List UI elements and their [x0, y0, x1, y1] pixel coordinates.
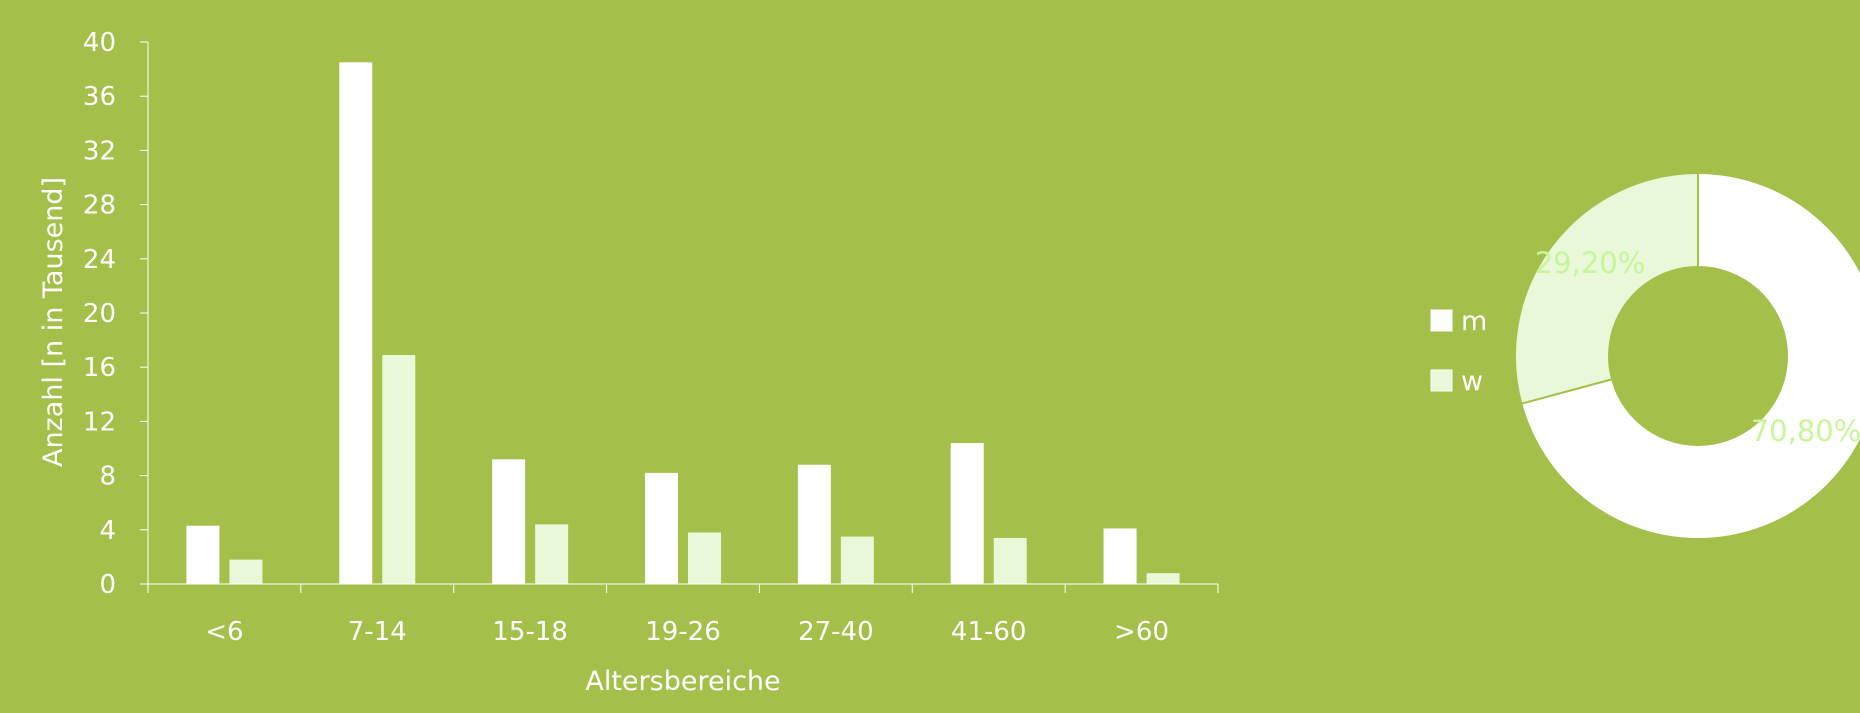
y-axis: 0 4 8 12 16 20 24 28 32 36 40 — [83, 28, 149, 600]
x-tick-label: <6 — [205, 617, 243, 647]
bar-w — [535, 524, 569, 584]
donut-data-label: 29,20% — [1535, 246, 1646, 280]
x-axis-title: Altersbereiche — [585, 666, 780, 697]
y-tick-label: 28 — [83, 191, 116, 221]
bar-m — [492, 459, 526, 584]
legend-label: w — [1461, 366, 1483, 397]
legend-swatch-w — [1430, 369, 1453, 392]
legend: mw — [1430, 306, 1487, 397]
y-axis-title: Anzahl [n in Tausend] — [38, 177, 69, 467]
donut-slice-m — [1520, 171, 1860, 540]
y-tick-label: 20 — [83, 299, 116, 329]
bar-w — [993, 537, 1027, 584]
y-tick-label: 8 — [99, 462, 116, 492]
bar-w — [382, 355, 416, 584]
legend-label: m — [1461, 306, 1487, 337]
bar-w — [840, 536, 874, 584]
donut-slices — [1514, 171, 1860, 540]
x-tick-label: 7-14 — [348, 617, 407, 647]
bar-w — [688, 532, 721, 584]
y-tick-label: 16 — [83, 353, 116, 383]
y-tick-label: 24 — [83, 245, 116, 275]
y-tick-label: 0 — [99, 570, 116, 600]
y-tick-label: 12 — [83, 407, 116, 437]
y-tick-label: 4 — [99, 516, 116, 546]
x-axis: <6 7-14 15-18 19-26 27-40 41-60 >60 — [147, 583, 1219, 647]
donut-labels: 70,80% 29,20% — [1535, 246, 1860, 448]
bar-m — [339, 62, 373, 584]
bar-m — [645, 472, 678, 584]
bar-w — [229, 559, 263, 584]
x-tick-label: 19-26 — [645, 617, 721, 647]
x-tick-label: >60 — [1114, 617, 1169, 647]
bar-m — [797, 464, 831, 584]
legend-swatch-m — [1430, 309, 1453, 332]
y-tick-label: 32 — [83, 136, 116, 166]
bar-m — [186, 525, 220, 584]
bar-chart: 0 4 8 12 16 20 24 28 32 36 40 <6 7-14 15-18 19-26 27-4… — [38, 28, 1219, 697]
donut-data-label: 70,80% — [1751, 414, 1860, 448]
donut-chart: mw 70,80% 29,20% — [1430, 171, 1860, 540]
x-tick-label: 27-40 — [798, 617, 874, 647]
donut-slice-w — [1514, 171, 1699, 405]
y-tick-label: 36 — [83, 82, 116, 112]
x-tick-label: 41-60 — [951, 617, 1027, 647]
bars-group — [186, 62, 1180, 584]
bar-m — [950, 443, 984, 584]
bar-m — [1103, 528, 1137, 584]
y-tick-label: 40 — [83, 28, 116, 58]
bar-w — [1146, 573, 1180, 584]
x-tick-label: 15-18 — [492, 617, 568, 647]
